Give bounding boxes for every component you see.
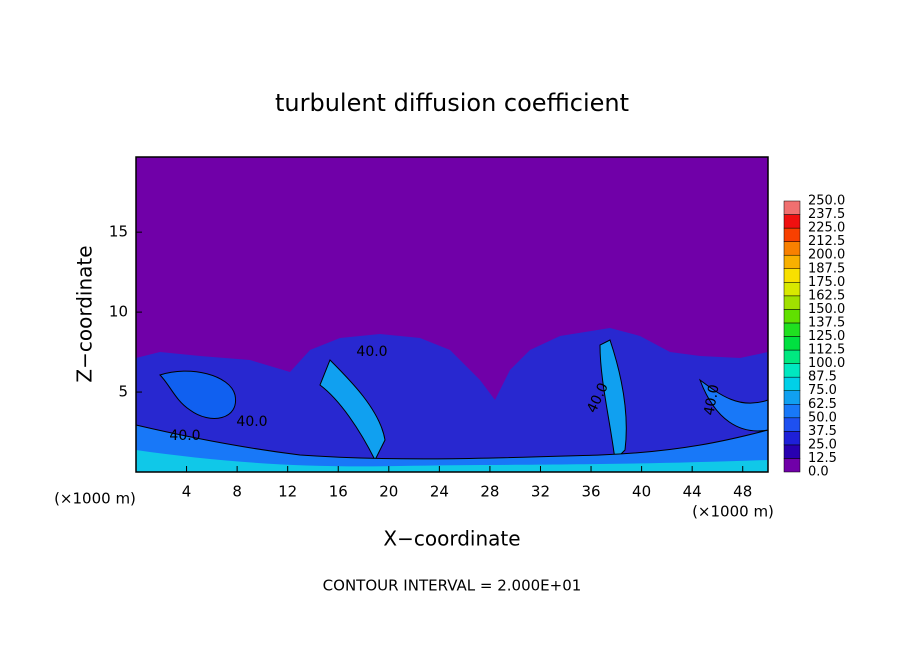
field: [135, 156, 769, 473]
colorbar-label: 0.0: [808, 465, 829, 480]
colorbar-segment: [783, 200, 801, 215]
colorbar-label: 187.5: [808, 261, 845, 276]
y-tick-label: 5: [118, 383, 128, 401]
colorbar-segment: [783, 417, 801, 432]
x-tick-label: 40: [632, 483, 651, 501]
colorbar-label: 50.0: [808, 410, 837, 425]
x-unit: (×1000 m): [692, 503, 774, 521]
x-tick-label: 12: [278, 483, 297, 501]
colorbar-segment: [783, 254, 801, 269]
colorbar-label: 200.0: [808, 248, 845, 263]
field-region: [159, 370, 236, 419]
y-tick-label: 15: [109, 223, 128, 241]
field-region: [319, 359, 386, 462]
colorbar-segment: [783, 268, 801, 283]
colorbar-segment: [783, 390, 801, 405]
colorbar-segment: [783, 349, 801, 364]
colorbar-segment: [783, 282, 801, 297]
colorbar-label: 112.5: [808, 343, 845, 358]
colorbar-segment: [783, 309, 801, 324]
colorbar-label: 37.5: [808, 424, 837, 439]
y-tick-label: 10: [109, 303, 128, 321]
colorbar-segment: [783, 444, 801, 459]
colorbar-label: 175.0: [808, 275, 845, 290]
colorbar-label: 87.5: [808, 370, 837, 385]
colorbar-label: 25.0: [808, 437, 837, 452]
x-tick-label: 36: [581, 483, 600, 501]
colorbar-label: 225.0: [808, 221, 845, 236]
colorbar-segment: [783, 214, 801, 229]
colorbar-segment: [783, 322, 801, 337]
y-axis-label: Z−coordinate: [73, 245, 97, 382]
colorbar-segment: [783, 363, 801, 378]
x-tick-label: 4: [182, 483, 192, 501]
x-tick-label: 24: [430, 483, 449, 501]
x-axis-label: X−coordinate: [383, 527, 520, 551]
chart-title: turbulent diffusion coefficient: [275, 89, 629, 117]
contour-label: 40.0: [356, 344, 387, 360]
x-tick-label: 16: [329, 483, 348, 501]
colorbar-label: 137.5: [808, 315, 845, 330]
x-tick-label: 44: [683, 483, 702, 501]
colorbar-segment: [783, 241, 801, 256]
colorbar-segment: [783, 404, 801, 419]
colorbar-segment: [783, 431, 801, 446]
colorbar-label: 150.0: [808, 302, 845, 317]
colorbar-segment: [783, 295, 801, 310]
colorbar-segment: [783, 376, 801, 391]
colorbar-label: 75.0: [808, 383, 837, 398]
contour-label: 40.0: [701, 383, 722, 416]
colorbar-segment: [783, 336, 801, 351]
colorbar-label: 237.5: [808, 207, 845, 222]
colorbar-label: 100.0: [808, 356, 845, 371]
colorbar-label: 212.5: [808, 234, 845, 249]
footer: CONTOUR INTERVAL = 2.000E+01: [323, 577, 582, 595]
plot-frame: [135, 156, 769, 473]
contour-label: 40.0: [169, 428, 200, 444]
field-region: [136, 450, 768, 472]
x-tick-label: 48: [733, 483, 752, 501]
colorbar-label: 125.0: [808, 329, 845, 344]
colorbar-segment: [783, 458, 801, 473]
colorbar-label: 62.5: [808, 397, 837, 412]
colorbar-label: 250.0: [808, 194, 845, 209]
colorbar-segment: [783, 227, 801, 242]
x-tick-label: 20: [379, 483, 398, 501]
contour-label: 40.0: [236, 414, 267, 430]
colorbar-label: 162.5: [808, 288, 845, 303]
colorbar-label: 12.5: [808, 451, 837, 466]
x-tick-label: 28: [480, 483, 499, 501]
x-tick-label: 8: [232, 483, 242, 501]
field-region: [135, 424, 769, 473]
x-unit: (×1000 m): [54, 490, 136, 508]
x-tick-label: 32: [531, 483, 550, 501]
